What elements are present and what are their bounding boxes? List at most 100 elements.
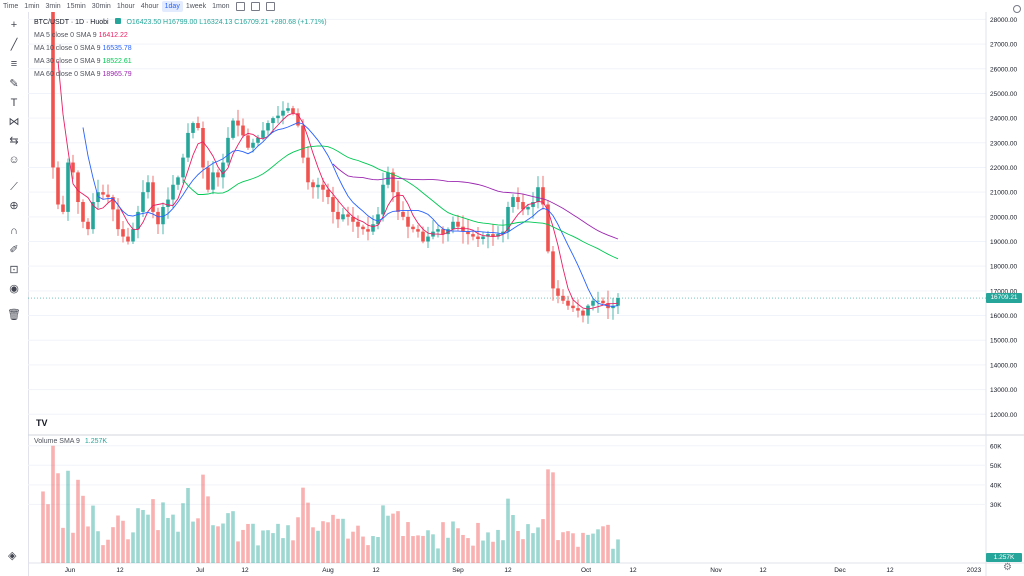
timeframe-1mon[interactable]: 1mon <box>212 2 230 10</box>
candle-body <box>256 137 260 143</box>
horizontal-lines-icon[interactable]: ≡ <box>10 58 18 70</box>
volume-bar <box>86 526 90 563</box>
price-axis-label: 15000.00 <box>990 338 1017 345</box>
text-icon[interactable]: T <box>10 97 18 109</box>
volume-axis-label: 40K <box>990 482 1002 489</box>
candle-body <box>326 189 330 198</box>
price-axis-label: 14000.00 <box>990 362 1017 369</box>
emoji-icon[interactable]: ☺ <box>8 154 20 166</box>
candle-body <box>551 251 555 289</box>
timeframe-30min[interactable]: 30min <box>91 2 111 10</box>
candle-body <box>121 229 125 237</box>
symbol-label[interactable]: BTC/USDT · 1D · Huobi <box>34 19 109 26</box>
trash-icon[interactable]: 🗑 <box>7 309 21 321</box>
volume-axis-label: 60K <box>990 443 1002 450</box>
volume-bar <box>331 514 335 563</box>
volume-bar <box>51 445 55 563</box>
layers-icon[interactable]: ◈ <box>8 550 17 562</box>
timeframe-1week[interactable]: 1week <box>185 2 207 10</box>
candle-body <box>241 125 245 136</box>
zoom-in-icon[interactable]: ⊕ <box>9 200 19 212</box>
timeframe-1day[interactable]: 1day <box>161 0 183 12</box>
candle-body <box>376 214 380 225</box>
volume-bar <box>436 548 440 563</box>
ma-legend-row[interactable]: MA 60 close 0 SMA 9 18965.79 <box>34 68 327 81</box>
volume-bar <box>296 517 300 563</box>
magnet-icon[interactable]: ∩ <box>10 225 18 237</box>
volume-bar <box>141 509 145 563</box>
volume-axis-label: 50K <box>990 463 1002 470</box>
volume-bar <box>501 540 505 563</box>
volume-bar <box>446 537 450 563</box>
ma-legend-row[interactable]: MA 10 close 0 SMA 9 16535.78 <box>34 42 327 55</box>
volume-bar <box>461 534 465 563</box>
volume-value: 1.257K <box>84 438 108 445</box>
volume-bar <box>261 530 265 563</box>
lock-icon[interactable]: ⊡ <box>9 264 19 276</box>
volume-bar <box>181 503 185 563</box>
time-axis-label: 12 <box>886 567 894 574</box>
volume-bar <box>406 522 410 563</box>
timeframe-15min[interactable]: 15min <box>66 2 86 10</box>
gear-icon[interactable]: ⚙ <box>1003 562 1012 573</box>
volume-bar <box>551 472 555 563</box>
candle-body <box>571 305 575 309</box>
candle-body <box>86 221 90 230</box>
volume-bar <box>271 533 275 563</box>
candle-body <box>166 199 170 207</box>
volume-bar <box>91 505 95 563</box>
compare-icon[interactable] <box>250 1 260 11</box>
candle-body <box>321 184 325 190</box>
candle-body <box>486 234 490 237</box>
candle-body <box>196 123 200 128</box>
lock-drawing-icon[interactable]: ✐ <box>9 244 19 256</box>
volume-bar <box>531 533 535 563</box>
timeframe-1min[interactable]: 1min <box>24 2 40 10</box>
volume-bar <box>356 525 360 563</box>
crosshair-icon[interactable]: + <box>10 19 18 31</box>
candle-body <box>56 167 60 205</box>
chart-legend: BTC/USDT · 1D · Huobi O16423.50 H16799.0… <box>34 16 327 81</box>
ma-legend-row[interactable]: MA 30 close 0 SMA 9 18522.61 <box>34 55 327 68</box>
search-icon[interactable] <box>1013 5 1021 13</box>
volume-bar <box>131 532 135 563</box>
screenshot-icon[interactable] <box>265 1 275 11</box>
volume-bar <box>216 526 220 563</box>
volume-bar <box>81 495 85 563</box>
trend-line-icon[interactable]: ╱ <box>10 39 18 51</box>
volume-bar <box>561 532 565 563</box>
ma-legend-row[interactable]: MA 5 close 0 SMA 9 16412.22 <box>34 29 327 42</box>
timeframe-1hour[interactable]: 1hour <box>116 2 135 10</box>
ma-label: MA 60 close 0 SMA 9 <box>34 71 103 78</box>
candle-body <box>466 231 470 235</box>
volume-bar <box>316 530 320 563</box>
price-chart[interactable]: 28000.00 27000.00 26000.00 25000.00 24000.00… <box>28 12 1024 576</box>
ruler-icon[interactable]: ⟋ <box>10 181 18 193</box>
timeframe-time[interactable]: Time <box>3 2 19 10</box>
candle-body <box>491 234 495 237</box>
eye-icon[interactable]: ◉ <box>9 283 19 295</box>
ma-value: 16535.78 <box>102 45 132 52</box>
volume-bar <box>266 530 270 563</box>
candle-body <box>181 157 185 178</box>
ma-label: MA 5 close 0 SMA 9 <box>34 32 99 39</box>
time-axis-label: 12 <box>759 567 767 574</box>
volume-bar <box>396 511 400 563</box>
volume-bar <box>196 518 200 563</box>
volume-bar <box>506 498 510 563</box>
volume-bar <box>451 521 455 563</box>
candle-body <box>51 12 55 168</box>
brush-icon[interactable]: ✎ <box>9 78 19 90</box>
indicator-icon[interactable] <box>235 1 245 11</box>
candle-body <box>81 202 85 222</box>
drawing-toolbar: + ╱ ≡ ✎ T ⋈ ⇆ ☺ ⟋ ⊕ ∩ ✐ ⊡ ◉ 🗑 <box>0 12 29 576</box>
time-axis-label: Nov <box>710 567 722 574</box>
forecast-icon[interactable]: ⇆ <box>9 135 19 147</box>
volume-bar <box>416 535 420 563</box>
candle-body <box>331 197 335 212</box>
candle-body <box>336 211 340 220</box>
timeframe-4hour[interactable]: 4hour <box>140 2 159 10</box>
timeframe-3min[interactable]: 3min <box>45 2 61 10</box>
pattern-icon[interactable]: ⋈ <box>8 116 20 128</box>
volume-bar <box>116 515 120 563</box>
